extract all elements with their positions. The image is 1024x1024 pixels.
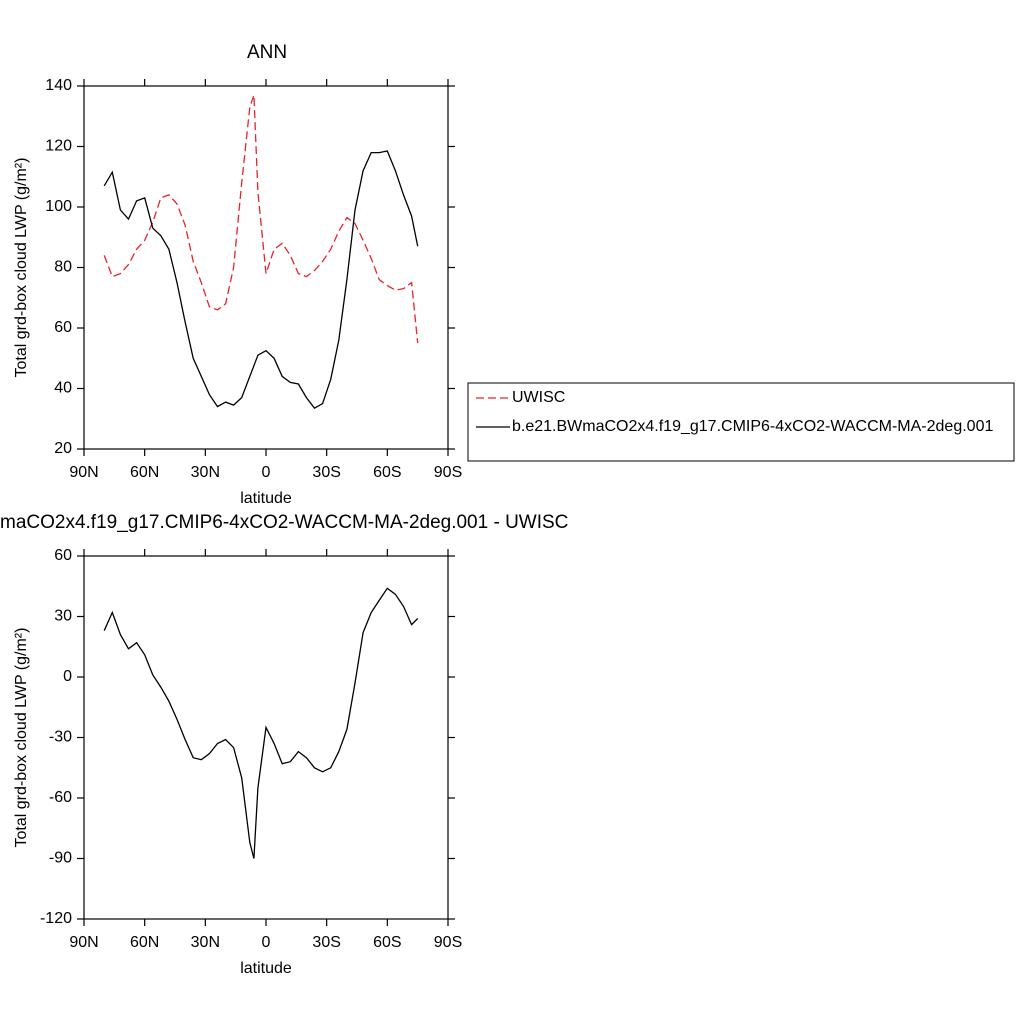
y-axis-label: Total grd-box cloud LWP (g/m²) — [13, 628, 30, 848]
x-tick-label: 90N — [69, 464, 98, 481]
legend-label: UWISC — [512, 389, 565, 406]
plot-frame — [83, 555, 449, 920]
y-tick-label: 80 — [54, 259, 72, 276]
chart-title: ANN — [247, 42, 287, 63]
y-tick-label: -30 — [49, 729, 72, 746]
y-tick-label: 140 — [45, 77, 72, 94]
chart-title: maCO2x4.f19_g17.CMIP6-4xCO2-WACCM-MA-2de… — [0, 512, 568, 533]
x-tick-label: 30S — [312, 934, 340, 951]
y-tick-label: 120 — [45, 138, 72, 155]
y-tick-label: -60 — [49, 789, 72, 806]
x-tick-label: 60S — [373, 464, 401, 481]
y-tick-label: -120 — [40, 910, 72, 927]
y-tick-label: 20 — [54, 440, 72, 457]
x-axis-label: latitude — [240, 490, 292, 507]
y-tick-label: 0 — [63, 668, 72, 685]
data-line — [103, 94, 419, 344]
y-tick-label: 100 — [45, 198, 72, 215]
x-tick-label: 30N — [191, 464, 220, 481]
x-tick-label: 30S — [312, 464, 340, 481]
y-axis-label: Total grd-box cloud LWP (g/m²) — [13, 158, 30, 378]
y-tick-label: 40 — [54, 380, 72, 397]
y-tick-label: 60 — [54, 319, 72, 336]
x-tick-label: 60N — [130, 934, 159, 951]
x-tick-label: 0 — [262, 934, 271, 951]
x-axis-label: latitude — [240, 960, 292, 977]
x-tick-label: 60N — [130, 464, 159, 481]
x-tick-label: 30N — [191, 934, 220, 951]
x-tick-label: 0 — [262, 464, 271, 481]
x-tick-label: 90S — [434, 464, 462, 481]
x-tick-label: 90S — [434, 934, 462, 951]
legend-box — [467, 382, 1015, 462]
y-tick-label: -90 — [49, 850, 72, 867]
y-tick-label: 60 — [54, 547, 72, 564]
x-tick-label: 90N — [69, 934, 98, 951]
data-line — [103, 150, 419, 410]
data-line — [103, 587, 419, 859]
x-tick-label: 60S — [373, 934, 401, 951]
legend-label: b.e21.BWmaCO2x4.f19_g17.CMIP6-4xCO2-WACC… — [512, 418, 993, 435]
y-tick-label: 30 — [54, 608, 72, 625]
